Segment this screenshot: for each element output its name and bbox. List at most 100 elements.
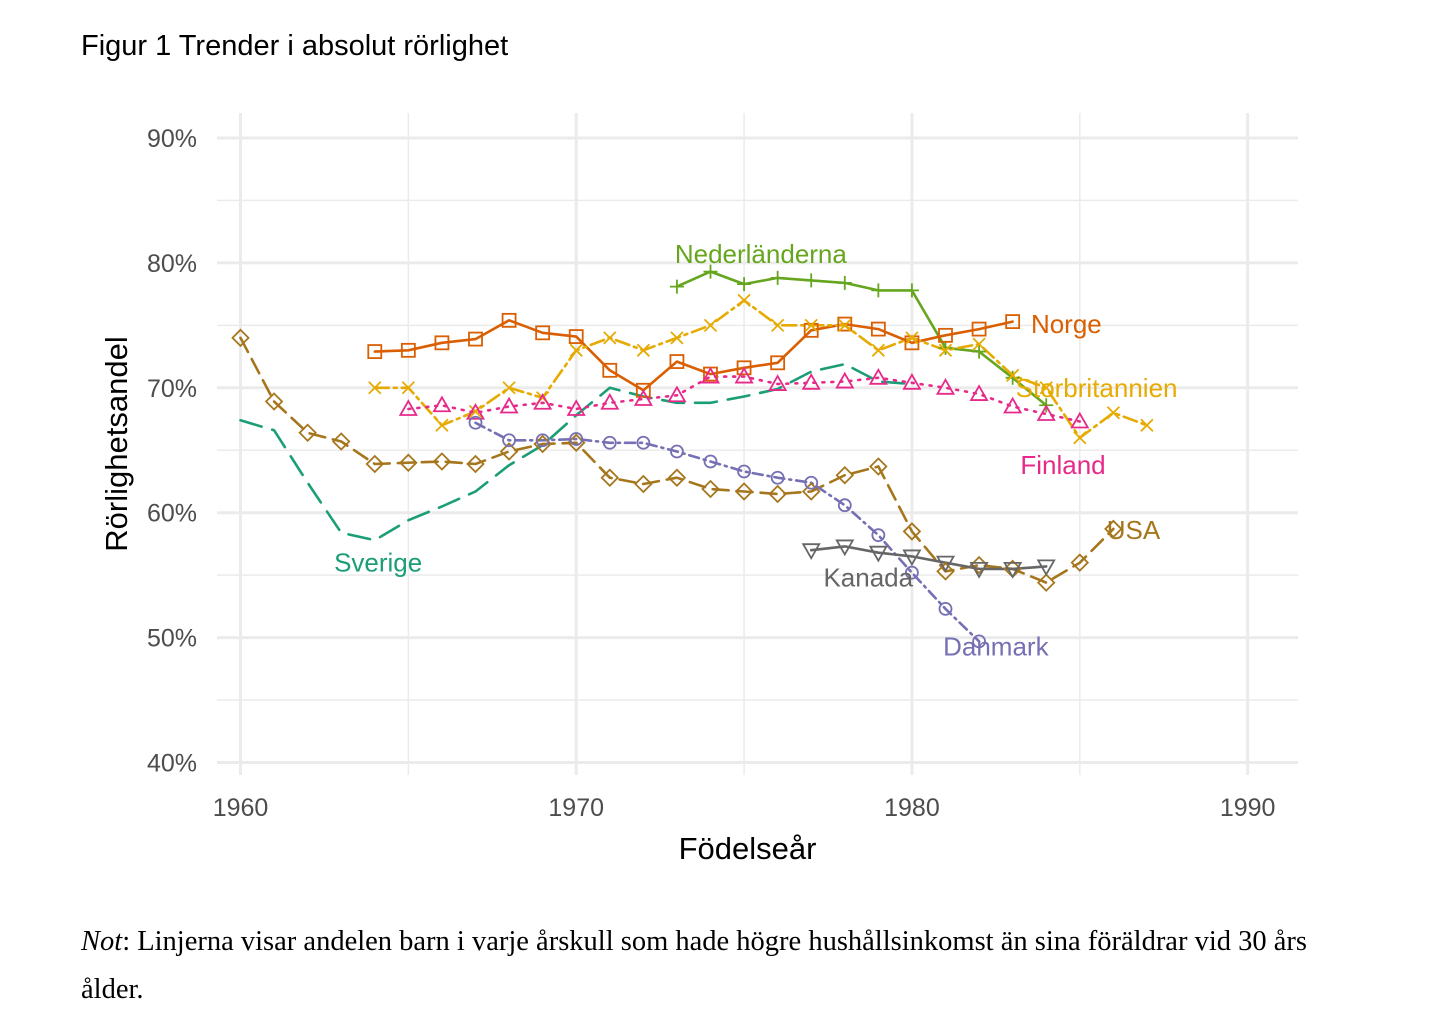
point-usa [499, 442, 519, 461]
point-storbritannien [804, 318, 818, 332]
series-label-norge: Norge [1031, 309, 1102, 339]
point-danmark [703, 454, 718, 469]
point-danmark [804, 475, 819, 490]
point-finland [667, 385, 687, 403]
point-storbritannien [771, 318, 785, 332]
point-finland [633, 389, 653, 406]
point-danmark [871, 528, 886, 543]
point-finland [1036, 404, 1056, 421]
point-danmark [938, 601, 953, 616]
chart-grid [217, 113, 1298, 775]
point-norge [803, 322, 819, 338]
point-nederl-nderna [871, 283, 886, 298]
point-norge [669, 354, 685, 369]
point-storbritannien [703, 318, 718, 332]
point-usa [264, 392, 284, 411]
point-finland [835, 371, 855, 389]
point-norge [602, 362, 618, 378]
point-storbritannien [1140, 418, 1154, 432]
point-usa [1036, 573, 1056, 592]
series-label-storbritannien: Storbritannien [1016, 373, 1178, 403]
figure-note: Not: Linjerna visar andelen barn i varje… [81, 918, 1371, 1014]
point-norge [434, 335, 450, 351]
chart-axes: 40% 50% 60% 70% 80% 90% 1960 1970 1980 1990 Födels… [99, 125, 1275, 866]
point-danmark [602, 435, 617, 450]
point-norge [904, 335, 920, 351]
point-nederl-nderna [837, 275, 852, 290]
point-danmark [905, 565, 919, 580]
point-storbritannien [401, 381, 415, 395]
point-usa [331, 432, 351, 451]
figure-title: Figur 1 Trender i absolut rörlighet [81, 30, 509, 62]
point-nederl-nderna [669, 279, 684, 294]
x-tick-label: 1970 [548, 794, 604, 822]
point-norge [770, 355, 786, 371]
point-finland [1070, 411, 1090, 429]
point-norge [635, 382, 651, 398]
point-norge [971, 321, 987, 337]
series-label-kanada: Kanada [823, 563, 913, 593]
series-label-usa: USA [1107, 515, 1161, 545]
point-kanada [1036, 559, 1056, 577]
chart-series-labels: Sverige Nederländerna Norge Storbritannien F… [334, 239, 1177, 661]
point-kanada [935, 555, 956, 573]
point-usa [667, 468, 687, 487]
point-finland [868, 367, 888, 385]
point-nederl-nderna [770, 270, 785, 285]
point-usa [835, 465, 855, 485]
x-axis-title: Födelseår [679, 831, 817, 866]
point-finland [398, 399, 418, 416]
series-line-finland [407, 375, 1082, 423]
x-tick-label: 1990 [1220, 794, 1276, 822]
point-kanada [902, 549, 922, 567]
point-danmark [636, 435, 651, 450]
point-usa [432, 452, 452, 471]
note-text: : Linjerna visar andelen barn i varje år… [81, 926, 1307, 1005]
point-storbritannien [838, 318, 852, 332]
point-usa [1070, 553, 1090, 572]
point-storbritannien [636, 343, 650, 357]
point-nederl-nderna [1005, 370, 1020, 385]
note-label: Not [81, 926, 123, 957]
point-usa [634, 474, 653, 494]
point-finland [700, 366, 721, 384]
point-usa [399, 453, 418, 473]
point-storbritannien [905, 331, 919, 345]
y-tick-label: 80% [147, 250, 197, 278]
point-storbritannien [502, 381, 516, 395]
point-norge [367, 344, 383, 359]
point-finland [465, 402, 486, 420]
point-finland [566, 399, 586, 416]
point-usa [902, 522, 922, 541]
point-kanada [835, 539, 855, 557]
point-nederl-nderna [904, 283, 919, 298]
point-finland [801, 372, 821, 390]
point-nederl-nderna [938, 340, 953, 355]
line-chart: Sverige Nederländerna Norge Storbritannien F… [99, 113, 1298, 866]
point-norge [1005, 314, 1021, 329]
point-usa [801, 482, 821, 501]
point-kanada [868, 545, 888, 563]
y-axis-title: Rörlighetsandel [99, 336, 134, 551]
point-nederl-nderna [737, 277, 752, 292]
point-storbritannien [1039, 381, 1053, 395]
y-tick-label: 40% [147, 750, 197, 778]
point-usa [298, 423, 317, 443]
point-storbritannien [435, 418, 449, 432]
point-storbritannien [368, 381, 382, 395]
point-storbritannien [1006, 368, 1020, 382]
point-nederl-nderna [804, 273, 819, 288]
point-storbritannien [670, 331, 684, 345]
x-tick-label: 1960 [213, 794, 269, 822]
point-usa [768, 484, 787, 504]
point-danmark [535, 433, 550, 448]
point-nederl-nderna [972, 344, 987, 359]
point-danmark [569, 432, 584, 446]
point-usa [1104, 519, 1123, 539]
point-storbritannien [468, 404, 483, 419]
y-tick-label: 60% [147, 500, 197, 528]
point-finland [1003, 396, 1023, 414]
y-tick-label: 90% [147, 125, 197, 153]
point-danmark [837, 498, 852, 513]
point-storbritannien [603, 331, 617, 345]
